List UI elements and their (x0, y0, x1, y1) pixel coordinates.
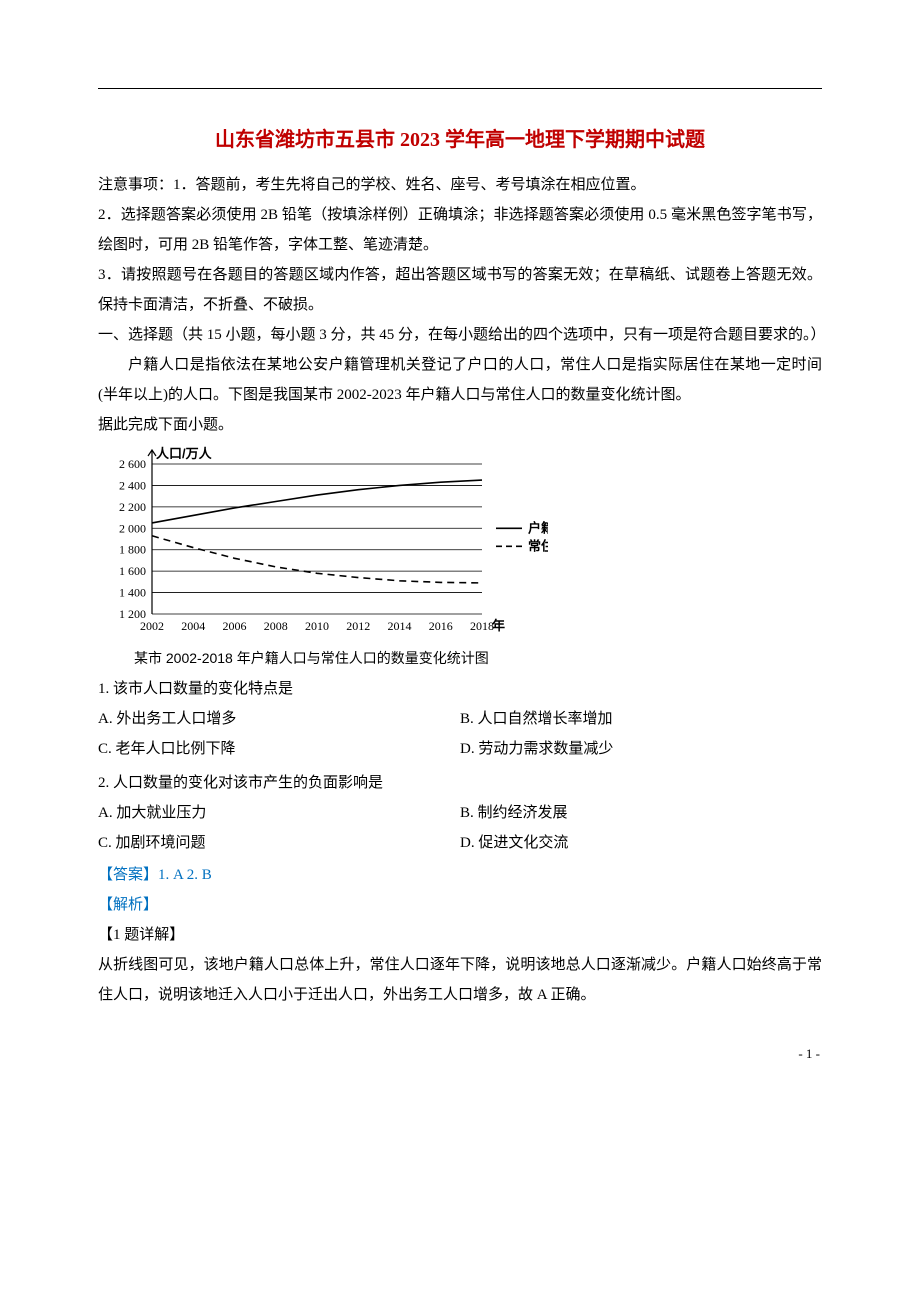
question-2: 2. 人口数量的变化对该市产生的负面影响是 A. 加大就业压力 B. 制约经济发… (98, 768, 822, 858)
svg-text:2018: 2018 (470, 619, 494, 633)
question-1-options: A. 外出务工人口增多 B. 人口自然增长率增加 C. 老年人口比例下降 D. … (98, 704, 822, 764)
svg-text:2006: 2006 (223, 619, 247, 633)
svg-text:1 400: 1 400 (119, 586, 146, 600)
svg-text:2 400: 2 400 (119, 478, 146, 492)
svg-text:2008: 2008 (264, 619, 288, 633)
detail-1-body: 从折线图可见，该地户籍人口总体上升，常住人口逐年下降，说明该地总人口逐渐减少。户… (98, 950, 822, 1010)
analysis-heading: 【解析】 (98, 890, 822, 920)
question-1: 1. 该市人口数量的变化特点是 A. 外出务工人口增多 B. 人口自然增长率增加… (98, 674, 822, 764)
svg-text:1 600: 1 600 (119, 564, 146, 578)
question-2-option-a: A. 加大就业压力 (98, 798, 460, 828)
page-title: 山东省潍坊市五县市 2023 学年高一地理下学期期中试题 (98, 123, 822, 152)
question-2-stem: 2. 人口数量的变化对该市产生的负面影响是 (98, 768, 822, 798)
page-number: - 1 - (98, 1046, 822, 1062)
svg-text:2 600: 2 600 (119, 457, 146, 471)
svg-text:2 200: 2 200 (119, 500, 146, 514)
detail-1-heading: 【1 题详解】 (98, 920, 822, 950)
svg-text:2004: 2004 (181, 619, 205, 633)
question-2-option-d: D. 促进文化交流 (460, 828, 822, 858)
svg-text:户籍人口: 户籍人口 (528, 520, 548, 535)
question-2-option-c: C. 加剧环境问题 (98, 828, 460, 858)
question-1-option-d: D. 劳动力需求数量减少 (460, 734, 822, 764)
svg-text:2010: 2010 (305, 619, 329, 633)
population-chart-svg: 人口/万人年1 2001 4001 6001 8002 0002 2002 40… (98, 444, 548, 640)
notice-line-2: 2．选择题答案必须使用 2B 铅笔（按填涂样例）正确填涂；非选择题答案必须使用 … (98, 200, 822, 260)
svg-text:2016: 2016 (429, 619, 453, 633)
notice-line-3: 3．请按照题号在各题目的答题区域内作答，超出答题区域书写的答案无效；在草稿纸、试… (98, 260, 822, 320)
question-1-option-a: A. 外出务工人口增多 (98, 704, 460, 734)
svg-text:2012: 2012 (346, 619, 370, 633)
svg-text:1 800: 1 800 (119, 543, 146, 557)
answer-line: 【答案】1. A 2. B (98, 860, 822, 890)
svg-text:2 000: 2 000 (119, 521, 146, 535)
svg-text:2002: 2002 (140, 619, 164, 633)
notice-line-1: 注意事项：1．答题前，考生先将自己的学校、姓名、座号、考号填涂在相应位置。 (98, 170, 822, 200)
section-heading: 一、选择题（共 15 小题，每小题 3 分，共 45 分，在每小题给出的四个选项… (98, 320, 822, 350)
question-1-option-c: C. 老年人口比例下降 (98, 734, 460, 764)
page-top-rule (98, 88, 822, 89)
question-1-stem: 1. 该市人口数量的变化特点是 (98, 674, 822, 704)
passage-text: 户籍人口是指依法在某地公安户籍管理机关登记了户口的人口，常住人口是指实际居住在某… (98, 350, 822, 410)
svg-text:人口/万人: 人口/万人 (156, 446, 213, 461)
chart-caption: 某市 2002-2018 年户籍人口与常住人口的数量变化统计图 (134, 648, 822, 668)
population-chart: 人口/万人年1 2001 4001 6001 8002 0002 2002 40… (98, 444, 822, 668)
svg-text:2014: 2014 (388, 619, 412, 633)
passage-tail: 据此完成下面小题。 (98, 410, 822, 440)
svg-text:常住人口: 常住人口 (528, 538, 548, 553)
question-2-option-b: B. 制约经济发展 (460, 798, 822, 828)
question-1-option-b: B. 人口自然增长率增加 (460, 704, 822, 734)
question-2-options: A. 加大就业压力 B. 制约经济发展 C. 加剧环境问题 D. 促进文化交流 (98, 798, 822, 858)
